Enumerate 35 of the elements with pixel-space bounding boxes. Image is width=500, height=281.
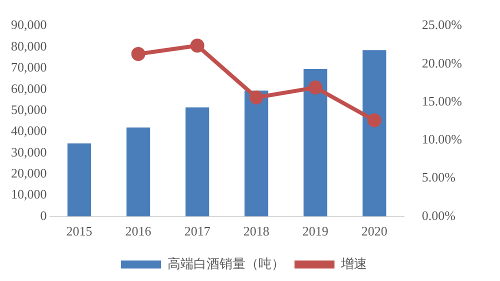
- x-tick-label: 2015: [66, 224, 92, 239]
- legend-label: 高端白酒销量（吨）: [168, 256, 284, 271]
- bar: [304, 69, 328, 216]
- y-tick-label: 90,000: [11, 17, 47, 32]
- bar: [126, 127, 150, 216]
- x-tick-label: 2020: [361, 224, 388, 239]
- y2-tick-label: 0.00%: [422, 208, 456, 223]
- bar: [67, 143, 92, 216]
- y2-tick-label: 25.00%: [422, 17, 462, 32]
- y2-tick-label: 15.00%: [422, 93, 462, 108]
- bar: [362, 50, 386, 216]
- y-tick-label: 30,000: [11, 144, 47, 160]
- point: [249, 90, 264, 104]
- y2-tick-label: 20.00%: [422, 55, 462, 70]
- y-tick-label: 60,000: [11, 80, 47, 96]
- point: [308, 80, 322, 95]
- y-tick-label: 70,000: [11, 60, 47, 75]
- point: [367, 113, 382, 128]
- y-tick-label: 80,000: [11, 38, 47, 54]
- y-tick-label: 40,000: [11, 123, 47, 138]
- point: [190, 38, 204, 53]
- x-tick-label: 2019: [302, 224, 328, 239]
- x-tick-label: 2016: [125, 224, 152, 239]
- y-tick-label: 20,000: [11, 165, 47, 180]
- point: [131, 47, 146, 62]
- legend-label: 增速: [340, 256, 367, 271]
- bar: [244, 90, 268, 216]
- y-tick-label: 10,000: [11, 186, 47, 202]
- x-tick-label: 2017: [184, 224, 211, 239]
- y-tick-label: 0: [40, 208, 47, 223]
- x-tick-label: 2018: [243, 224, 270, 239]
- bar: [186, 107, 210, 216]
- y-tick-label: 50,000: [11, 102, 47, 117]
- y2-tick-label: 5.00%: [422, 170, 456, 185]
- y2-tick-label: 10.00%: [422, 132, 462, 147]
